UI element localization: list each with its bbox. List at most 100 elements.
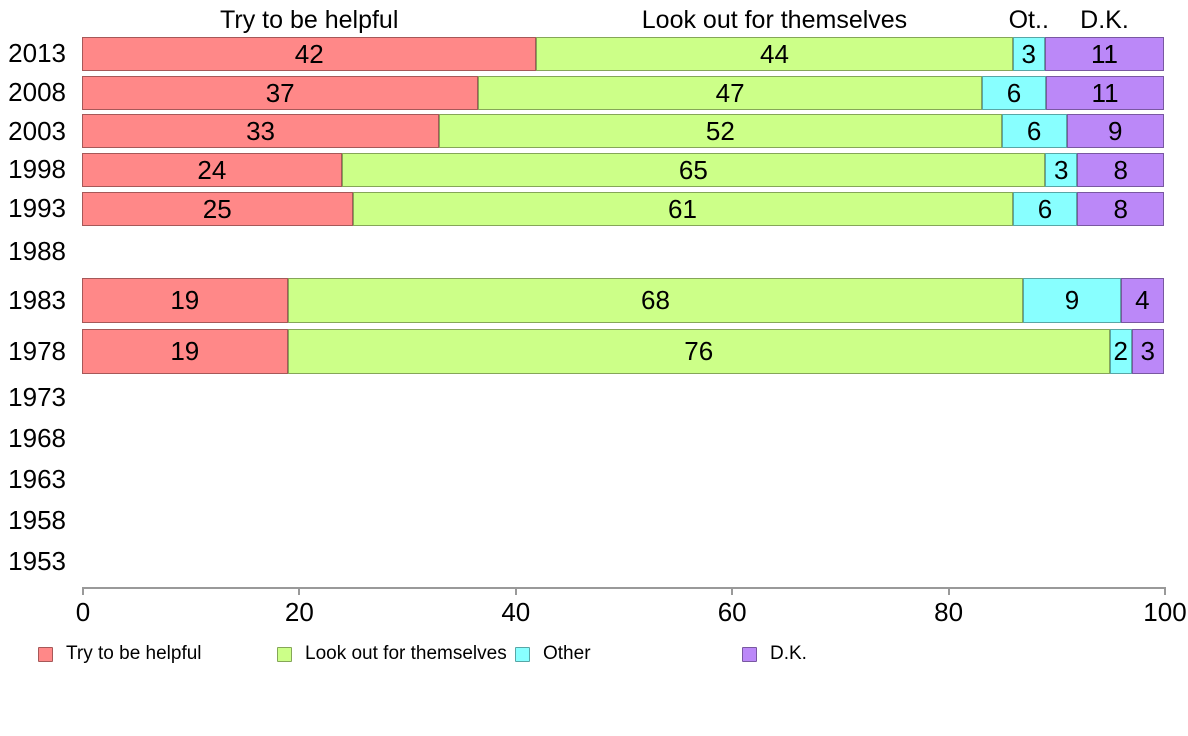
year-label: 2013	[8, 38, 66, 68]
x-axis-tick-label: 100	[1143, 597, 1187, 627]
bar-rows: 2013 42 44 3 11 2008 37 47 6 11 2003 33 52 6 9 1998 24 65…	[0, 34, 1188, 582]
bar-segment-d-k[interactable]: 11	[1044, 36, 1164, 71]
bar-segment-look-out-for-themselves[interactable]: 44	[536, 36, 1013, 71]
segment-value-label: 19	[170, 336, 200, 366]
legend-item[interactable]: D.K.	[742, 643, 807, 664]
bar-segment-try-to-be-helpful[interactable]: 19	[82, 277, 288, 323]
segment-value-label: 8	[1113, 193, 1128, 224]
bar-segment-d-k[interactable]: 11	[1046, 75, 1164, 110]
segment-value-label: 42	[294, 38, 324, 69]
bar-segment-other[interactable]: 3	[1044, 152, 1078, 187]
column-header: D.K.	[1080, 6, 1129, 34]
bar-segment-other[interactable]: 6	[1001, 114, 1067, 148]
segment-value-label: 8	[1113, 154, 1128, 185]
bar-row: 1998 24 65 3 8	[0, 150, 1188, 189]
bar-segment-d-k[interactable]: 8	[1077, 152, 1164, 187]
segment-value-label: 24	[197, 154, 227, 185]
bar-segment-d-k[interactable]: 4	[1120, 277, 1164, 323]
year-label: 1993	[8, 193, 66, 223]
year-label: 1978	[8, 335, 66, 366]
stacked-bar: 24 65 3 8	[82, 152, 1164, 187]
bar-segment-other[interactable]: 6	[1012, 191, 1078, 226]
legend-swatch	[742, 646, 757, 662]
column-header: Look out for themselves	[641, 6, 908, 34]
legend-label: Try to be helpful	[66, 643, 202, 664]
bar-segment-look-out-for-themselves[interactable]: 65	[341, 152, 1045, 187]
segment-value-label: 52	[705, 116, 735, 146]
x-axis-tick-label: 60	[717, 597, 747, 627]
stacked-bar: 19 76 2 3	[82, 328, 1164, 374]
bar-row: 1953	[0, 541, 1188, 582]
legend-label: Other	[543, 643, 591, 664]
x-axis-tick	[947, 587, 950, 595]
year-label: 1973	[8, 381, 66, 412]
x-axis-tick	[731, 587, 734, 595]
stacked-bar: 42 44 3 11	[82, 36, 1164, 71]
stacked-bar: 19 68 9 4	[82, 277, 1164, 323]
bar-row: 1983 19 68 9 4	[0, 274, 1188, 326]
x-axis-tick-label: 20	[284, 597, 314, 627]
segment-value-label: 11	[1090, 38, 1118, 69]
segment-value-label: 37	[265, 77, 295, 108]
stacked-bar: 37 47 6 11	[82, 75, 1164, 110]
legend-item[interactable]: Look out for themselves	[277, 643, 507, 664]
bar-segment-d-k[interactable]: 9	[1066, 114, 1164, 148]
x-axis-tick	[514, 587, 517, 595]
segment-value-label: 2	[1113, 336, 1128, 366]
legend-swatch	[277, 646, 292, 662]
year-label: 1983	[8, 284, 66, 315]
bar-segment-try-to-be-helpful[interactable]: 42	[82, 36, 537, 71]
segment-value-label: 6	[1006, 77, 1022, 108]
bar-segment-try-to-be-helpful[interactable]: 24	[82, 152, 342, 187]
segment-value-label: 9	[1064, 285, 1080, 315]
bar-row: 1963	[0, 459, 1188, 500]
x-axis-tick	[1164, 587, 1166, 595]
legend-item[interactable]: Other	[515, 643, 591, 664]
segment-value-label: 6	[1037, 193, 1053, 224]
segment-value-label: 68	[640, 285, 670, 315]
bar-segment-other[interactable]: 9	[1023, 277, 1121, 323]
bar-segment-look-out-for-themselves[interactable]: 52	[439, 114, 1002, 148]
bar-segment-d-k[interactable]: 3	[1131, 328, 1164, 374]
bar-segment-try-to-be-helpful[interactable]: 19	[82, 328, 288, 374]
bar-segment-look-out-for-themselves[interactable]: 68	[287, 277, 1024, 323]
x-axis-tick-label: 0	[75, 597, 91, 627]
column-header: Ot..	[1008, 6, 1049, 34]
year-label: 2008	[8, 77, 66, 107]
column-header: Try to be helpful	[220, 6, 399, 34]
segment-value-label: 44	[760, 38, 789, 69]
segment-value-label: 76	[684, 336, 714, 366]
segment-value-label: 4	[1135, 285, 1150, 315]
bar-segment-look-out-for-themselves[interactable]: 61	[352, 191, 1013, 226]
year-label: 1953	[8, 546, 66, 576]
segment-value-label: 3	[1021, 38, 1036, 69]
year-label: 2003	[8, 115, 66, 146]
x-axis-tick	[298, 587, 301, 595]
stacked-bar: 33 52 6 9	[82, 114, 1164, 148]
bar-segment-try-to-be-helpful[interactable]: 25	[82, 191, 353, 226]
legend-swatch	[38, 646, 53, 662]
bar-row: 2003 33 52 6 9	[0, 112, 1188, 150]
year-label: 1988	[8, 235, 66, 266]
bar-segment-look-out-for-themselves[interactable]: 76	[287, 328, 1110, 374]
segment-value-label: 6	[1026, 116, 1042, 146]
bar-row: 1993 25 61 6 8	[0, 189, 1188, 228]
bar-segment-try-to-be-helpful[interactable]: 37	[82, 75, 479, 110]
segment-value-label: 3	[1140, 336, 1155, 366]
segment-value-label: 3	[1053, 154, 1069, 185]
segment-value-label: 19	[170, 285, 200, 315]
bar-segment-other[interactable]: 6	[981, 75, 1047, 110]
stacked-bar: 25 61 6 8	[82, 191, 1164, 226]
segment-value-label: 33	[246, 116, 275, 146]
bar-segment-look-out-for-themselves[interactable]: 47	[478, 75, 982, 110]
year-label: 1958	[8, 505, 66, 535]
year-label: 1963	[8, 464, 66, 494]
bar-segment-try-to-be-helpful[interactable]: 33	[82, 114, 440, 148]
segment-value-label: 65	[678, 154, 708, 185]
bar-segment-other[interactable]: 3	[1012, 36, 1045, 71]
bar-segment-d-k[interactable]: 8	[1077, 191, 1164, 226]
year-label: 1968	[8, 423, 66, 453]
bar-segment-other[interactable]: 2	[1109, 328, 1132, 374]
legend-item[interactable]: Try to be helpful	[38, 643, 202, 664]
legend-label: Look out for themselves	[305, 643, 507, 664]
